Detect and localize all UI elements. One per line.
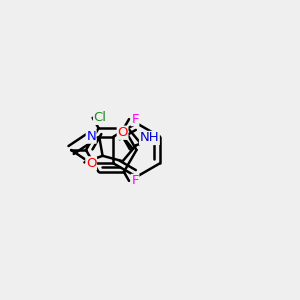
Text: F: F (131, 174, 139, 188)
Text: NH: NH (140, 131, 159, 145)
Text: O: O (117, 126, 128, 139)
Text: Cl: Cl (94, 111, 106, 124)
Text: O: O (86, 157, 96, 170)
Text: N: N (86, 130, 96, 143)
Text: F: F (131, 112, 139, 126)
